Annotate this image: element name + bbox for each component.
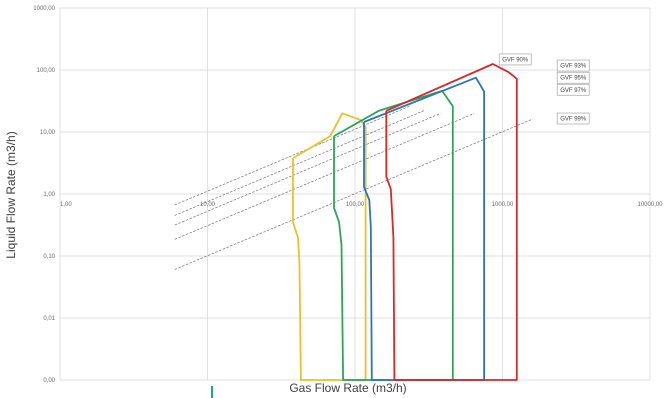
gvf-reference-lines	[174, 105, 533, 270]
x-tick-label: 1000,00	[492, 202, 514, 208]
gvf-label: GVF 93%	[560, 64, 587, 70]
y-tick-label: 100,00	[37, 68, 56, 74]
gvf-line	[174, 118, 533, 270]
operating-envelopes	[292, 63, 518, 381]
grid	[59, 7, 651, 381]
y-tick-label: 10,00	[40, 130, 56, 136]
y-tick-label: 0,10	[43, 254, 55, 260]
x-tick-label: 10,00	[200, 202, 216, 208]
y-tick-label: 0,01	[43, 316, 55, 322]
gvf-label-box	[556, 112, 590, 125]
x-tick-label: 10000,00	[637, 202, 663, 208]
y-tick-label: 1,00	[43, 192, 55, 198]
gvf-label: GVF 90%	[502, 57, 529, 63]
gvf-line	[174, 105, 412, 206]
gvf-label: GVF 97%	[560, 88, 587, 94]
y-tick-label: 0,00	[43, 378, 55, 384]
gvf-line	[174, 109, 426, 216]
gvf-label: GVF 95%	[560, 76, 587, 82]
gvf-labels: GVF 90% GVF 93% GVF 95% GVF 97% GVF 99%	[498, 53, 590, 125]
y-axis-title: Liquid Flow Rate (m3/h)	[4, 131, 18, 258]
y-tick-label: 1000,00	[33, 6, 55, 12]
gvf-label-box	[498, 53, 532, 66]
envelope-line	[385, 63, 518, 381]
gvf-label-box	[556, 83, 590, 96]
gvf-line	[174, 113, 475, 240]
gvf-label-box	[556, 59, 590, 72]
gvf-label: GVF 99%	[560, 117, 587, 123]
tick-labels: 1,00 10,00 100,00 1000,00 10000,00 0,00 0,01 0,…	[33, 6, 663, 384]
x-tick-label: 1,00	[60, 202, 72, 208]
gvf-label-box	[556, 71, 590, 84]
x-axis-title: Gas Flow Rate (m3/h)	[289, 381, 406, 395]
cursor-marker	[211, 386, 213, 398]
envelope-line	[363, 76, 485, 381]
gvf-line	[174, 113, 441, 226]
x-tick-label: 100,00	[346, 202, 365, 208]
